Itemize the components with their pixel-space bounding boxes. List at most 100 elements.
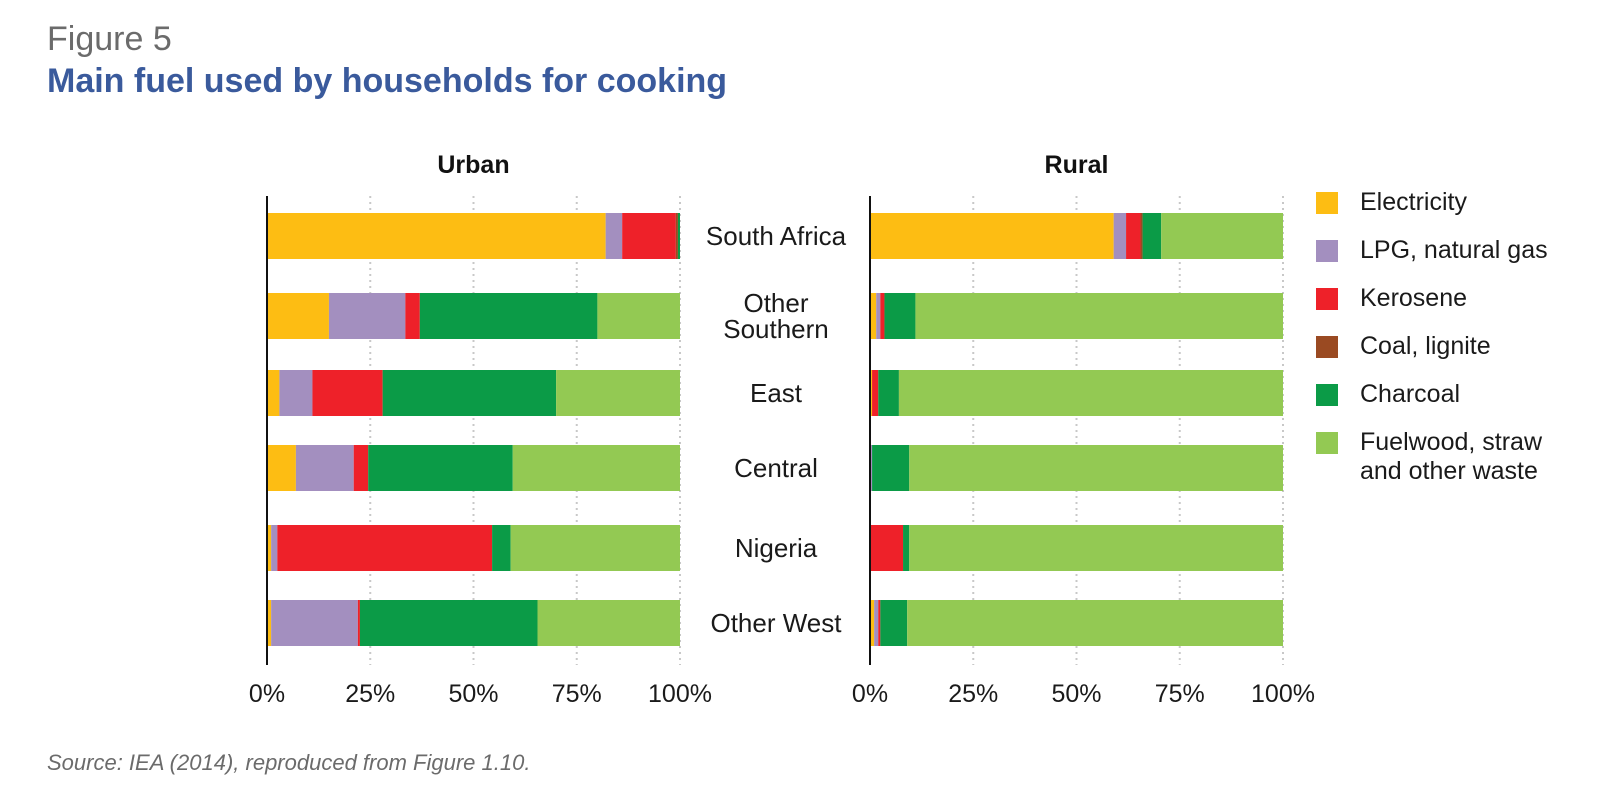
bar-segment bbox=[405, 293, 420, 339]
bar-segment bbox=[884, 293, 916, 339]
bar-segment bbox=[277, 525, 493, 571]
panel-rural: 0% 25% 50% 75% 100% Rural bbox=[852, 151, 1315, 708]
legend-swatch bbox=[1316, 336, 1338, 358]
tick-label: 100% bbox=[648, 680, 712, 708]
legend-swatch bbox=[1316, 432, 1338, 454]
legend-swatch bbox=[1316, 192, 1338, 214]
legend: Electricity LPG, natural gas Kerosene Coal,… bbox=[1316, 188, 1586, 505]
tick-label: 25% bbox=[948, 680, 998, 708]
bar-segment bbox=[880, 600, 908, 646]
bar-segment bbox=[1140, 213, 1143, 259]
bar-segment bbox=[880, 293, 885, 339]
bar-segment bbox=[909, 525, 1283, 571]
bar-segment bbox=[870, 293, 877, 339]
category-label: East bbox=[750, 378, 803, 408]
legend-swatch bbox=[1316, 288, 1338, 310]
figure-label: Figure 5 bbox=[47, 20, 172, 58]
bar-segment bbox=[903, 525, 910, 571]
bar-segment bbox=[492, 525, 511, 571]
tick-label: 50% bbox=[1051, 680, 1101, 708]
source-note: Source: IEA (2014), reproduced from Figu… bbox=[47, 750, 531, 775]
category-label: Southern bbox=[723, 314, 829, 344]
legend-item: Coal, lignite bbox=[1316, 332, 1586, 361]
bar-segment bbox=[597, 293, 680, 339]
tick-label: 0% bbox=[852, 680, 888, 708]
category-label: Other West bbox=[710, 608, 842, 638]
bar-segment bbox=[328, 293, 406, 339]
bar-segment bbox=[510, 525, 680, 571]
bar-segment bbox=[357, 600, 360, 646]
bar-segment bbox=[870, 445, 873, 491]
category-label: Central bbox=[734, 453, 818, 483]
bar-segment bbox=[512, 445, 680, 491]
tick-label: 25% bbox=[345, 680, 395, 708]
tick-label: 100% bbox=[1251, 680, 1315, 708]
bar-segment bbox=[1126, 213, 1141, 259]
bar-segment bbox=[874, 600, 879, 646]
bar-segment bbox=[556, 370, 680, 416]
legend-item: Fuelwood, straw and other waste bbox=[1316, 428, 1586, 486]
legend-label: Electricity bbox=[1360, 188, 1467, 216]
bar-segment bbox=[353, 445, 369, 491]
bar-segment bbox=[267, 600, 272, 646]
category-label: Nigeria bbox=[735, 533, 818, 563]
bar-segment bbox=[267, 525, 272, 571]
bar-segment bbox=[909, 445, 1283, 491]
panel-title: Urban bbox=[437, 151, 509, 179]
chart-title: Main fuel used by households for cooking bbox=[47, 62, 728, 100]
bar-segment bbox=[870, 370, 873, 416]
bar-segment bbox=[907, 600, 1283, 646]
bar-segment bbox=[870, 525, 904, 571]
bar-segment bbox=[870, 213, 1114, 259]
bar-segment bbox=[271, 525, 278, 571]
bar-segment bbox=[267, 213, 606, 259]
bar-segment bbox=[419, 293, 598, 339]
legend-label: LPG, natural gas bbox=[1360, 236, 1548, 264]
bar-segment bbox=[267, 445, 296, 491]
bar-segment bbox=[605, 213, 623, 259]
legend-swatch bbox=[1316, 384, 1338, 406]
legend-item: Kerosene bbox=[1316, 284, 1586, 313]
bar-segment bbox=[359, 600, 538, 646]
tick-label: 0% bbox=[249, 680, 285, 708]
legend-swatch bbox=[1316, 240, 1338, 262]
bar-segment bbox=[878, 370, 899, 416]
legend-label: Coal, lignite bbox=[1360, 332, 1491, 360]
bar-segment bbox=[870, 600, 875, 646]
tick-label: 75% bbox=[1155, 680, 1205, 708]
bar-segment bbox=[537, 600, 680, 646]
bar-segment bbox=[312, 370, 383, 416]
legend-item: Charcoal bbox=[1316, 380, 1586, 409]
legend-label: Fuelwood, straw and other waste bbox=[1360, 428, 1543, 485]
bar-segment bbox=[267, 370, 280, 416]
legend-item: LPG, natural gas bbox=[1316, 236, 1586, 265]
panel-urban: 0% 25% 50% 75% 100% Urban bbox=[249, 151, 712, 708]
bar-segment bbox=[675, 213, 678, 259]
bar-segment bbox=[267, 293, 329, 339]
bar-segment bbox=[677, 213, 680, 259]
bar-segment bbox=[271, 600, 358, 646]
bar-segment bbox=[368, 445, 513, 491]
category-label: South Africa bbox=[706, 221, 847, 251]
bar-segment bbox=[382, 370, 557, 416]
bar-segment bbox=[1113, 213, 1127, 259]
legend-item: Electricity bbox=[1316, 188, 1586, 217]
bar-segment bbox=[872, 370, 879, 416]
bar-segment bbox=[1161, 213, 1283, 259]
legend-label: Kerosene bbox=[1360, 284, 1468, 312]
bar-segment bbox=[898, 370, 1283, 416]
tick-label: 75% bbox=[552, 680, 602, 708]
legend-label: Charcoal bbox=[1360, 380, 1461, 408]
bar-segment bbox=[876, 293, 881, 339]
tick-label: 50% bbox=[448, 680, 498, 708]
bar-segment bbox=[1142, 213, 1162, 259]
bar-segment bbox=[872, 445, 910, 491]
panel-title: Rural bbox=[1045, 151, 1109, 179]
bar-segment bbox=[915, 293, 1283, 339]
bar-segment bbox=[279, 370, 313, 416]
bar-segment bbox=[295, 445, 354, 491]
bar-segment bbox=[878, 600, 881, 646]
category-label: Other bbox=[743, 288, 808, 318]
bar-segment bbox=[622, 213, 676, 259]
